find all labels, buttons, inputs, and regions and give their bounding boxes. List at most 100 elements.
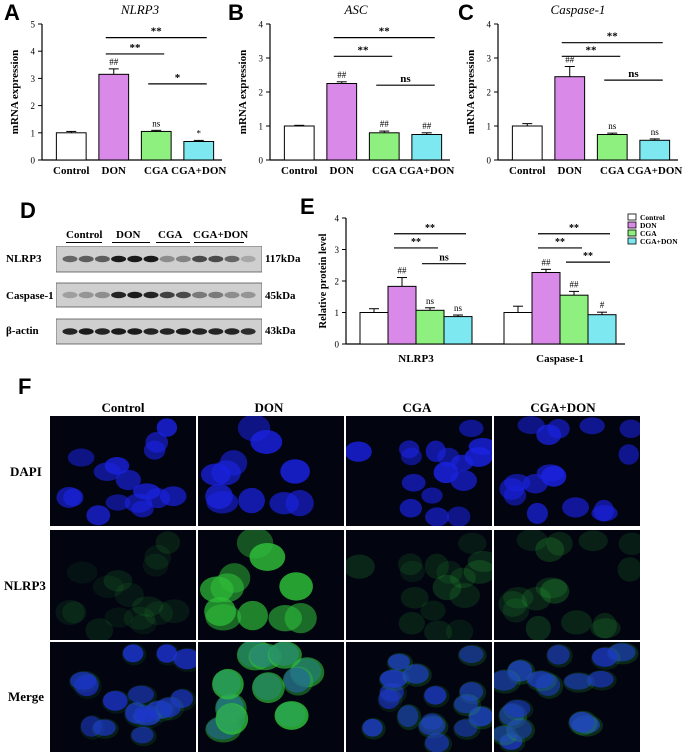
micro-tile xyxy=(50,416,196,526)
nlrp3-signal xyxy=(215,703,249,735)
bar xyxy=(359,312,389,345)
nlrp3-signal xyxy=(432,574,462,601)
y-axis-label: Relative protein level xyxy=(318,233,329,328)
micro-tile-image xyxy=(56,418,187,526)
nlrp3-signal xyxy=(458,532,487,555)
nlrp3-signal xyxy=(73,673,102,700)
blot-band xyxy=(143,255,159,263)
nucleus xyxy=(269,492,299,515)
y-tick-label: 0 xyxy=(31,156,36,166)
nucleus xyxy=(143,440,166,460)
nucleus xyxy=(156,697,181,718)
nucleus xyxy=(536,464,565,482)
bar-significance-label: ## xyxy=(398,266,408,276)
nlrp3-signal xyxy=(568,710,598,736)
bar xyxy=(443,316,473,345)
blot-band xyxy=(159,291,175,299)
nlrp3-signal xyxy=(617,557,640,582)
nlrp3-signal xyxy=(123,606,156,630)
nlrp3-signal xyxy=(66,561,98,584)
bar-significance-label: ## xyxy=(109,57,119,67)
nucleus xyxy=(424,686,447,705)
bar-significance-label: ## xyxy=(380,119,390,129)
bar-significance-label: ## xyxy=(337,70,347,80)
nlrp3-signal xyxy=(618,532,640,556)
blot-band xyxy=(78,328,94,335)
chart-a-nlrp3-mrna: NLRP3 mRNA expression 0 1 2 3 4 5 Control ## DON ns… xyxy=(9,2,226,177)
blot-band xyxy=(127,328,143,335)
blot-band xyxy=(127,255,143,263)
micro-tile xyxy=(494,642,640,752)
significance-label: ** xyxy=(586,44,598,56)
nlrp3-signal xyxy=(130,613,157,635)
micro-tile-image xyxy=(494,642,639,752)
blot-group-label-cga-don: CGA+DON xyxy=(193,229,249,241)
blot-band xyxy=(224,255,240,263)
micro-row-merge: Merge xyxy=(8,689,45,704)
nlrp3-signal xyxy=(424,553,449,579)
nlrp3-signal xyxy=(535,537,565,562)
nucleus xyxy=(454,719,478,737)
blot-size-nlrp3: 117kDa xyxy=(265,253,301,265)
x-tick-label: CGA+DON xyxy=(627,165,682,177)
significance-label: ns xyxy=(439,253,449,264)
nlrp3-signal xyxy=(467,705,492,730)
blot-group-underline xyxy=(112,242,150,243)
x-tick-label: Control xyxy=(53,165,89,177)
nucleus xyxy=(159,486,187,507)
nucleus xyxy=(86,505,111,526)
nlrp3-signal xyxy=(114,582,144,608)
nucleus xyxy=(93,719,116,736)
blot-band xyxy=(224,291,240,299)
y-tick-label: 2 xyxy=(335,277,340,287)
y-tick-label: 1 xyxy=(31,128,36,138)
nucleus xyxy=(507,719,533,740)
legend-swatch xyxy=(627,221,637,229)
nlrp3-signal xyxy=(561,610,593,635)
x-tick-label: CGA xyxy=(144,165,169,177)
nlrp3-signal xyxy=(55,599,85,625)
bar xyxy=(183,141,215,161)
nlrp3-signal xyxy=(121,643,147,666)
nlrp3-signal xyxy=(453,694,482,717)
western-blot-panel: Control DON CGA CGA+DON NLRP3 Caspase-1 … xyxy=(0,222,300,350)
nlrp3-signal xyxy=(467,551,492,572)
nlrp3-signal xyxy=(445,619,474,640)
nucleus xyxy=(564,673,593,690)
blot-band xyxy=(175,291,191,299)
nucleus xyxy=(133,483,161,500)
blot-row-label-beta-actin: β-actin xyxy=(6,325,39,337)
y-tick-label: 3 xyxy=(31,74,36,84)
blot-band xyxy=(208,291,224,299)
nlrp3-signal xyxy=(449,583,480,608)
blot-band xyxy=(240,291,256,299)
nucleus xyxy=(401,473,426,492)
y-tick-label: 2 xyxy=(259,88,264,98)
x-tick-label: DON xyxy=(330,165,355,177)
nucleus xyxy=(128,685,155,704)
nlrp3-signal xyxy=(458,644,487,667)
legend-label: Control xyxy=(640,213,665,222)
blot-band xyxy=(143,328,159,335)
micro-tile xyxy=(50,530,196,640)
y-tick-label: 4 xyxy=(259,20,264,30)
nucleus xyxy=(102,690,128,711)
chart-e-protein-level: Relative protein level 0 1 2 3 4 NLRP3 Caspase-… xyxy=(318,213,678,365)
nucleus xyxy=(362,718,383,737)
nucleus xyxy=(74,674,99,697)
nlrp3-signal xyxy=(212,668,244,700)
nlrp3-signal xyxy=(399,560,425,583)
significance-label: ** xyxy=(607,31,619,43)
nucleus xyxy=(517,416,545,434)
blot-group-label-control: Control xyxy=(66,229,103,241)
nucleus xyxy=(468,706,492,727)
x-tick-label: CGA+DON xyxy=(171,165,226,177)
bar xyxy=(639,139,671,161)
panel-letter-b: B xyxy=(228,0,244,25)
nlrp3-signal xyxy=(424,732,453,752)
bar-significance-label: ns xyxy=(608,121,617,131)
bar xyxy=(387,285,417,345)
blot-band xyxy=(111,291,127,299)
nlrp3-signal xyxy=(92,575,124,598)
blot-band xyxy=(192,255,208,263)
